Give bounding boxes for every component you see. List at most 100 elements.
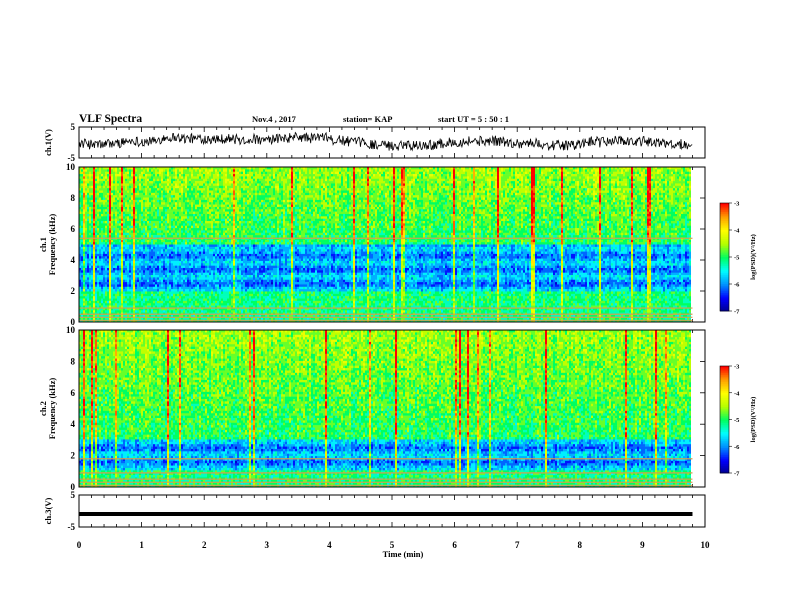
spectrogram-cell xyxy=(553,176,557,180)
spectrogram-cell xyxy=(393,183,395,187)
spectrogram-cell xyxy=(251,169,253,172)
spectrogram-cell xyxy=(157,188,159,191)
spectrogram-cell xyxy=(179,213,187,217)
spectrogram-cell xyxy=(493,209,497,212)
spectrogram-cell xyxy=(95,192,97,196)
spectrogram-cell xyxy=(387,183,389,187)
spectrogram-cell xyxy=(241,188,243,191)
spectrogram-cell xyxy=(403,169,405,172)
spectrogram-cell xyxy=(427,167,429,170)
spectrogram-cell xyxy=(579,183,581,187)
spectrogram-cell xyxy=(229,171,233,175)
spectrogram-cell xyxy=(433,169,437,172)
spectrogram-cell xyxy=(135,204,141,208)
spectrogram-cell xyxy=(633,192,635,196)
spectrogram-cell xyxy=(215,181,217,184)
spectrogram-cell xyxy=(129,204,131,208)
spectrogram-cell xyxy=(577,183,579,187)
spectrogram-cell xyxy=(565,190,569,194)
spectrogram-cell xyxy=(171,195,173,198)
spectrogram-cell xyxy=(207,209,209,212)
spectrogram-cell xyxy=(685,183,689,187)
spectrogram-cell xyxy=(329,171,331,175)
spectrogram-cell xyxy=(685,202,687,205)
spectrogram-cell xyxy=(241,176,243,180)
spectrogram-cell xyxy=(429,183,431,187)
spectrogram-cell xyxy=(571,211,573,215)
spectrogram-cell xyxy=(469,192,473,196)
spectrogram-cell xyxy=(347,171,351,175)
spectrogram-cell xyxy=(95,174,97,177)
spectrogram-cell xyxy=(441,213,443,217)
spectrogram-cell xyxy=(137,199,139,203)
spectrogram-cell xyxy=(655,192,657,196)
spectrogram-cell xyxy=(341,183,343,187)
spectrogram-cell xyxy=(283,167,291,170)
spectrogram-cell xyxy=(165,176,167,180)
spectrogram-cell xyxy=(405,199,407,203)
spectrogram-cell xyxy=(637,178,641,182)
spectrogram-cell xyxy=(455,209,459,212)
spectrogram-cell xyxy=(401,183,403,187)
spectrogram-cell xyxy=(109,183,111,187)
spectrogram-cell xyxy=(321,216,327,219)
spectrogram-cell xyxy=(123,188,125,191)
spectrogram-cell xyxy=(189,209,191,212)
spectrogram-cell xyxy=(123,195,125,198)
spectrogram-cell xyxy=(497,195,499,198)
spectrogram-cell xyxy=(387,185,389,189)
spectrogram-cell xyxy=(111,174,113,177)
spectrogram-cell xyxy=(257,192,259,196)
spectrogram-cell xyxy=(479,174,481,177)
spectrogram-cell xyxy=(283,181,287,184)
spectrogram-cell xyxy=(665,188,667,191)
spectrogram-cell xyxy=(217,178,219,182)
spectrogram-cell xyxy=(247,171,249,175)
spectrogram-cell xyxy=(619,209,621,212)
spectrogram-cell xyxy=(451,183,453,187)
spectrogram-cell xyxy=(237,183,243,187)
spectrogram-cell xyxy=(119,195,121,198)
spectrogram-cell xyxy=(85,181,89,184)
spectrogram-cell xyxy=(113,174,115,177)
spectrogram-cell xyxy=(581,183,583,187)
spectrogram-cell xyxy=(171,167,173,170)
spectrogram-cell xyxy=(603,176,617,180)
spectrogram-cell xyxy=(251,199,255,203)
spectrogram-cell xyxy=(437,167,439,170)
spectrogram-cell xyxy=(329,190,331,194)
spectrogram-cell xyxy=(651,206,655,210)
spectrogram-cell xyxy=(353,206,355,210)
spectrogram-cell xyxy=(275,188,277,191)
spectrogram-cell xyxy=(647,197,651,201)
spectrogram-cell xyxy=(379,183,381,187)
spectrogram-cell xyxy=(449,206,451,210)
spectrogram-cell xyxy=(265,209,267,212)
spectrogram-cell xyxy=(293,167,295,170)
spectrogram-cell xyxy=(403,192,405,196)
spectrogram-cell xyxy=(467,206,473,210)
spectrogram-cell xyxy=(409,181,413,184)
spectrogram-cell xyxy=(683,167,685,170)
spectrogram-cell xyxy=(233,209,235,212)
spectrogram-cell xyxy=(627,209,629,212)
spectrogram-cell xyxy=(189,216,193,219)
spectrogram-cell xyxy=(349,209,353,212)
spectrogram-cell xyxy=(659,178,661,182)
spectrogram-cell xyxy=(261,216,263,219)
spectrogram-cell xyxy=(315,181,317,184)
spectrogram-cell xyxy=(111,169,113,172)
spectrogram-cell xyxy=(413,197,417,201)
spectrogram-cell xyxy=(255,199,259,203)
spectrogram-cell xyxy=(123,213,125,217)
spectrogram-cell xyxy=(591,192,593,196)
spectrogram-cell xyxy=(279,185,283,189)
spectrogram-cell xyxy=(117,206,121,210)
spectrogram-cell xyxy=(101,213,103,217)
spectrogram-cell xyxy=(275,174,277,177)
spectrogram-cell xyxy=(657,181,659,184)
spectrogram-cell xyxy=(403,206,405,210)
spectrogram-cell xyxy=(369,178,371,182)
spectrogram-cell xyxy=(507,202,509,205)
spectrogram-cell xyxy=(563,213,569,217)
